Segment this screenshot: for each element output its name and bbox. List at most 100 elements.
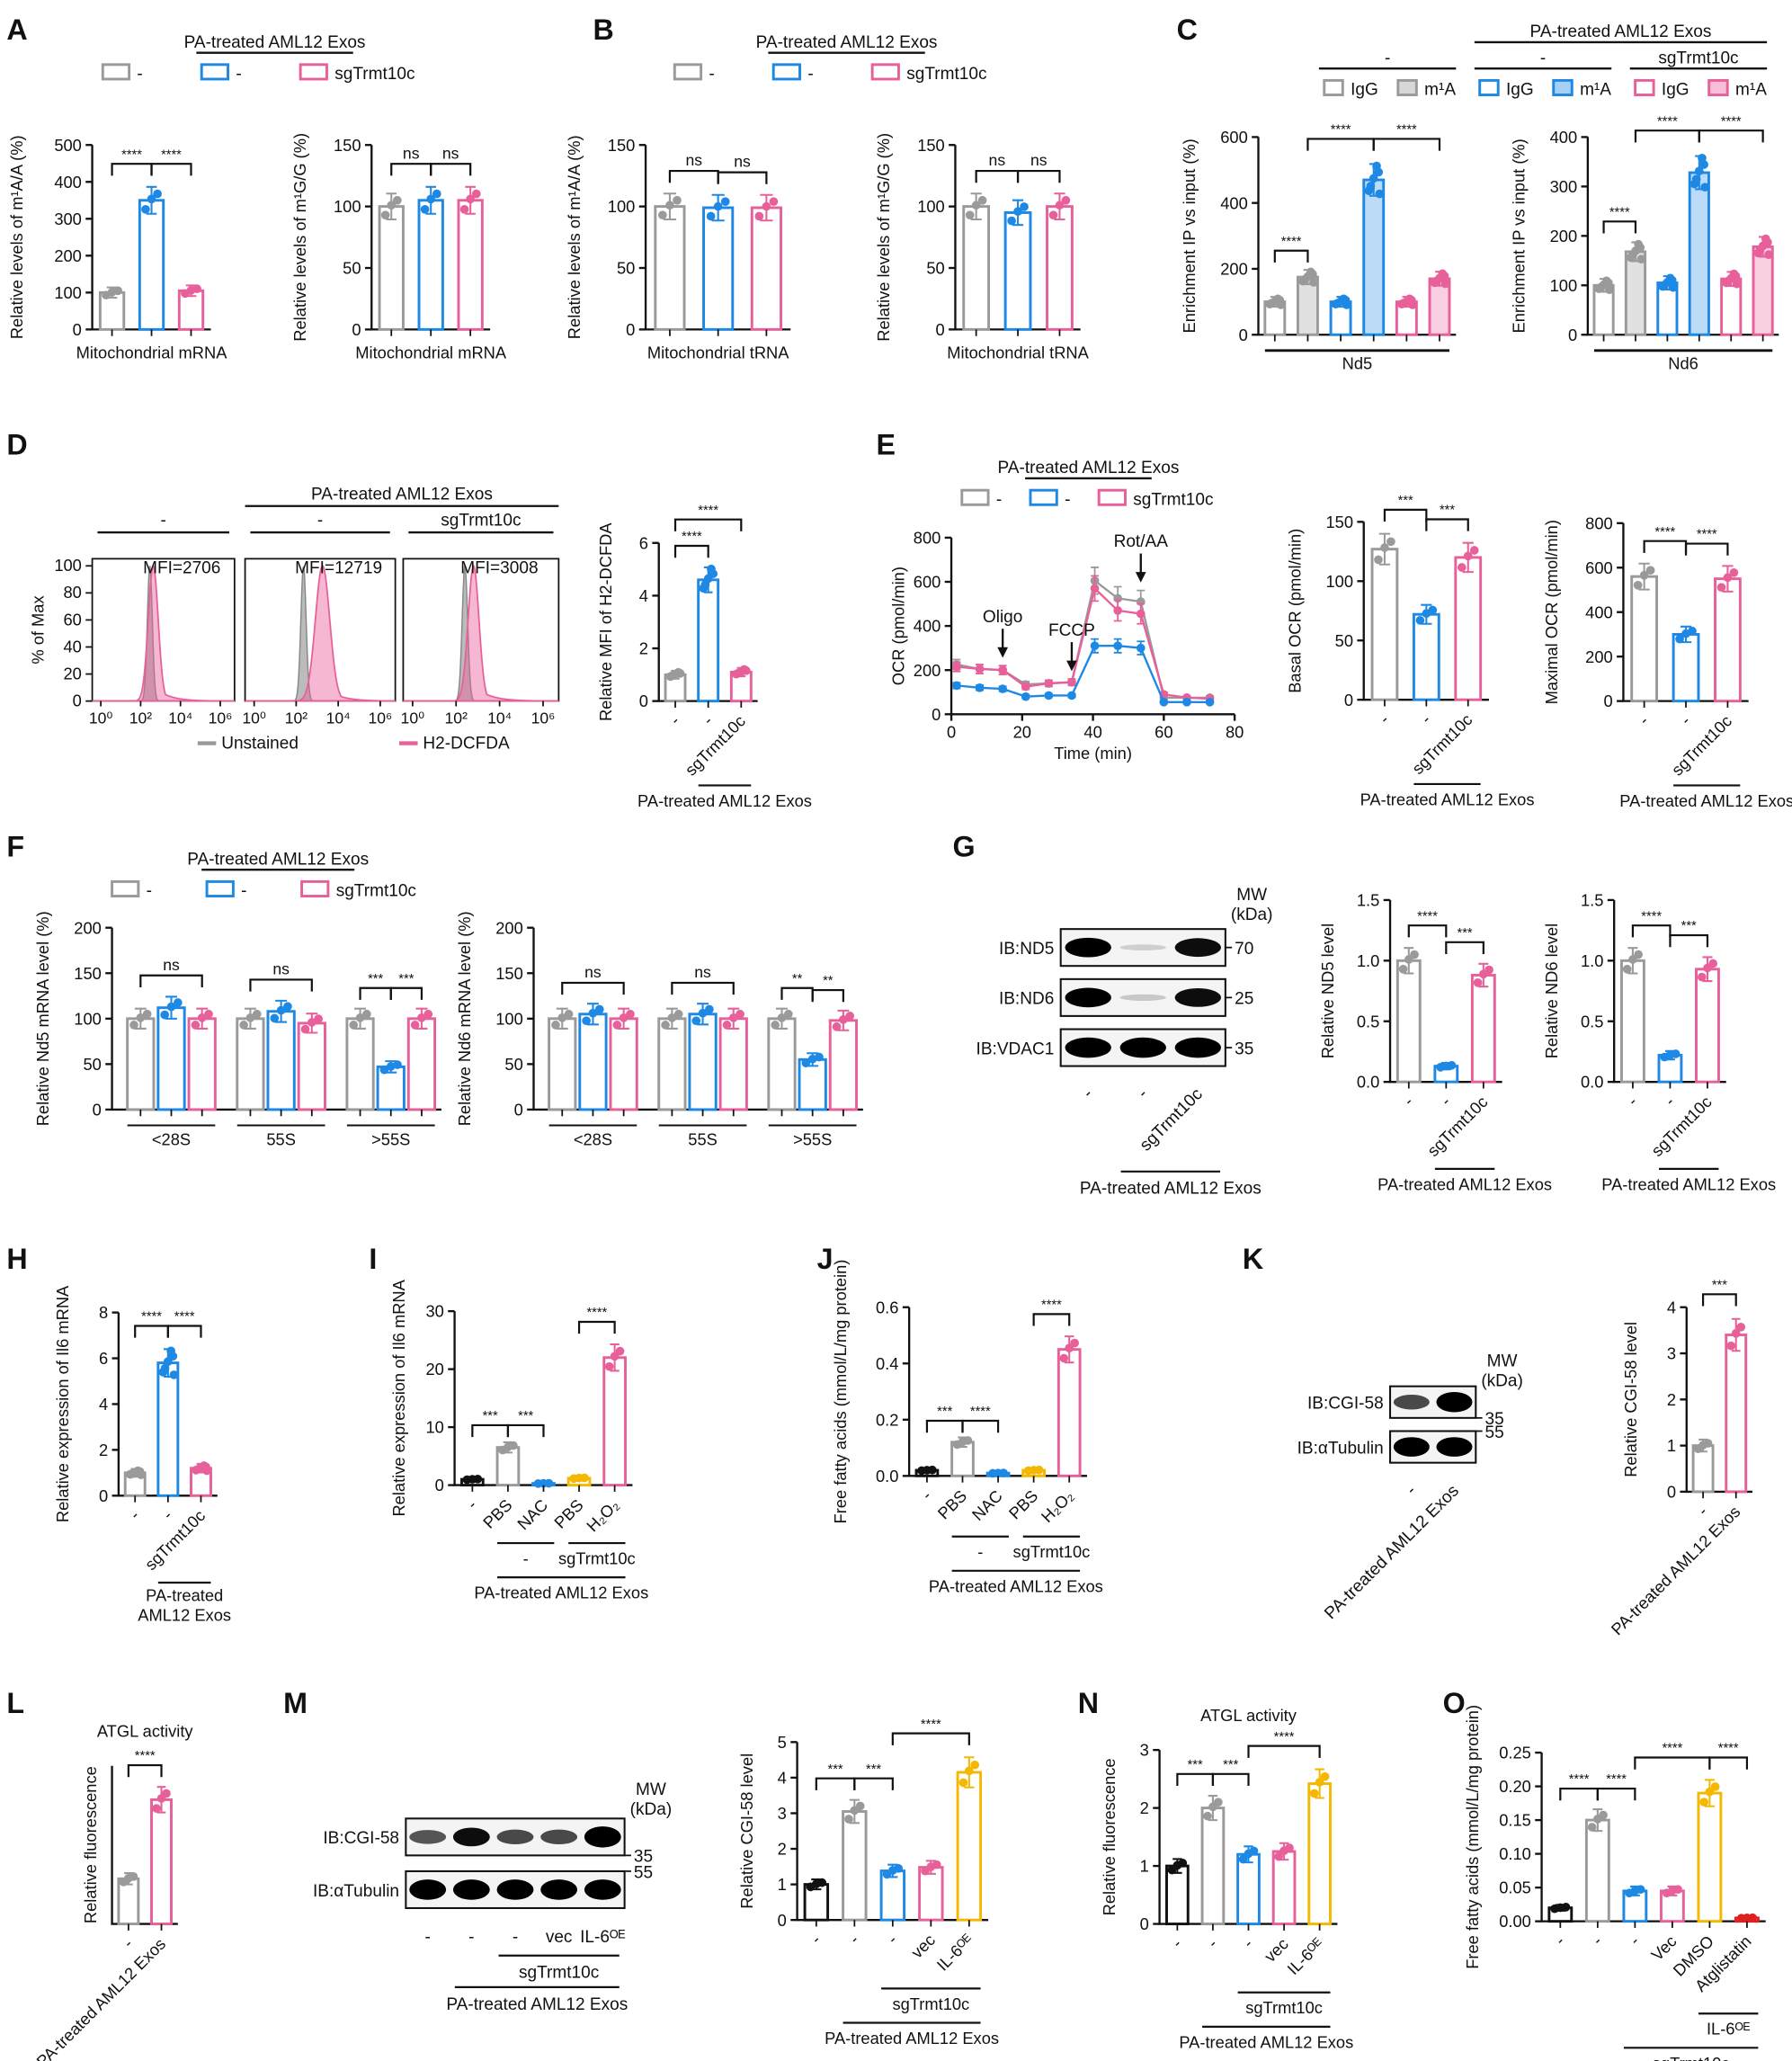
- category-label: -: [666, 711, 683, 728]
- panel-letter-F: F: [6, 831, 24, 863]
- protein-band: [1065, 1037, 1111, 1058]
- bar: [138, 199, 165, 331]
- x-tick-label: 10⁰: [89, 709, 113, 727]
- data-point: [1279, 1846, 1288, 1855]
- data-point: [1691, 174, 1701, 184]
- protein-band: [1393, 1395, 1430, 1410]
- x-tick-label: 10²: [285, 709, 308, 727]
- legend-C: IgG m¹A IgG m¹A IgG m¹A - - sgTrmt10c PA-treated …: [1318, 22, 1767, 100]
- significance-bracket: [1383, 508, 1428, 522]
- data-point: [539, 1478, 548, 1488]
- legend-label: IgG: [1351, 81, 1378, 100]
- histogram-h2dcfda: [403, 564, 559, 702]
- y-axis-label: Relative MFI of H2-DCFDA: [596, 522, 615, 721]
- significance-label: ****: [921, 1718, 941, 1732]
- data-point: [713, 201, 723, 211]
- bar: [126, 1017, 156, 1111]
- y-tick-label: 0: [639, 691, 648, 710]
- data-point: [1404, 955, 1413, 964]
- category-label: NAC: [968, 1486, 1006, 1524]
- significance-label: ****: [1569, 1772, 1590, 1787]
- data-point: [975, 665, 985, 674]
- category-label: -: [1635, 711, 1652, 728]
- data-point: [588, 1008, 598, 1018]
- data-point: [432, 189, 441, 199]
- bar: [548, 1017, 577, 1111]
- legend-label: IgG: [1506, 81, 1534, 100]
- lane-label: IL-6ᴼᴱ: [580, 1928, 626, 1947]
- x-axis-label: Mitochondrial mRNA: [355, 344, 507, 362]
- category-label: -: [1399, 1093, 1416, 1110]
- significance-bracket: [1669, 933, 1709, 948]
- data-point: [1013, 207, 1022, 216]
- data-point: [1065, 1343, 1074, 1353]
- mw-header: (kDa): [1231, 906, 1273, 924]
- significance-bracket: [1211, 1772, 1250, 1786]
- significance-label: ***: [866, 1762, 881, 1777]
- group-label: >55S: [371, 1129, 410, 1148]
- category-label: -: [1626, 1932, 1643, 1949]
- bar: [1620, 959, 1645, 1084]
- histogram-h2dcfda: [92, 564, 235, 702]
- y-tick-label: 0: [514, 1101, 523, 1120]
- bracket-label: PA-treated AML12 Exos: [1179, 2032, 1353, 2051]
- protein-band: [452, 1827, 490, 1847]
- mw-label: 35: [1485, 1410, 1504, 1429]
- protein-band: [1119, 994, 1166, 1001]
- data-point: [958, 1778, 968, 1788]
- y-tick-label: 100: [1325, 572, 1353, 591]
- legend-swatch: [771, 63, 801, 81]
- significance-label: ****: [1331, 123, 1351, 138]
- data-point: [1055, 201, 1065, 210]
- data-point: [393, 1060, 402, 1069]
- data-point: [965, 210, 975, 220]
- data-point: [1315, 1778, 1324, 1787]
- y-tick-label: 100: [1550, 276, 1578, 295]
- bar: [1200, 1807, 1226, 1926]
- y-tick-label: 0: [932, 705, 941, 724]
- category-label: sgTrmt10c: [1408, 710, 1476, 778]
- data-point: [1398, 964, 1408, 974]
- data-point: [141, 204, 150, 214]
- y-tick-label: 200: [54, 246, 82, 265]
- significance-label: ****: [1721, 114, 1742, 129]
- legend-label: IgG: [1662, 81, 1689, 100]
- legend-swatch: [111, 879, 140, 897]
- protein-band: [1119, 1037, 1166, 1058]
- data-point: [673, 195, 682, 205]
- western-blot-K: IB:CGI-58 35 IB:αTubulin 55 MW(kDa) -PA-treat…: [1297, 1352, 1523, 1623]
- x-tick-label: 10⁰: [242, 709, 266, 727]
- data-point: [1698, 1441, 1707, 1450]
- data-point: [1067, 677, 1076, 687]
- bar-chart-F1: 0 50 100 150 200 Relative Nd5 mRNA level (%) <…: [33, 911, 441, 1148]
- legend-swatch: [870, 63, 900, 81]
- protein-band: [496, 1829, 534, 1845]
- y-tick-label: 40: [63, 637, 81, 656]
- significance-label: ns: [734, 153, 751, 171]
- data-point: [1374, 555, 1383, 565]
- data-point: [1681, 629, 1690, 638]
- data-point: [504, 1442, 513, 1452]
- y-tick-label: 200: [1585, 647, 1613, 666]
- blot-row-label: IB:CGI-58: [1307, 1395, 1384, 1414]
- y-tick-label: 200: [1550, 227, 1578, 245]
- blot-row-label: IB:αTubulin: [313, 1882, 399, 1901]
- data-point: [202, 1466, 211, 1476]
- panel-letter-D: D: [6, 429, 27, 461]
- category-label: PBS: [550, 1495, 587, 1532]
- data-point: [1342, 300, 1351, 309]
- significance-label: ns: [584, 963, 602, 981]
- data-point: [166, 1346, 175, 1356]
- blot-row-label: IB:ND5: [999, 940, 1054, 959]
- data-point: [1479, 969, 1488, 979]
- significance-label: ns: [403, 144, 420, 162]
- data-point: [970, 1760, 980, 1770]
- protein-band: [1174, 987, 1221, 1007]
- data-point: [1415, 616, 1425, 625]
- significance-bracket: [1016, 169, 1061, 183]
- data-point: [1694, 166, 1704, 176]
- legend-swatch: [101, 63, 131, 81]
- data-point: [1593, 1815, 1602, 1824]
- data-point: [1710, 1782, 1720, 1791]
- y-tick-label: 150: [917, 136, 945, 155]
